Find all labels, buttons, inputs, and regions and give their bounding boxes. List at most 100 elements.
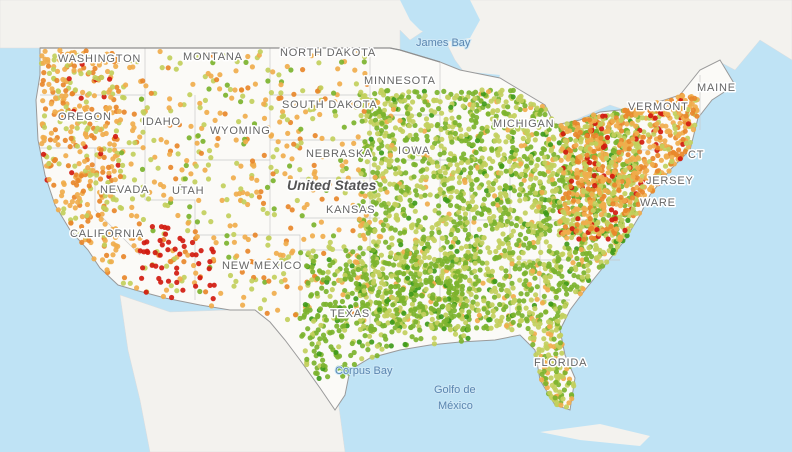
data-point[interactable]	[264, 184, 271, 190]
data-point[interactable]	[191, 262, 197, 269]
data-point[interactable]	[153, 263, 159, 269]
data-point[interactable]	[252, 232, 258, 238]
data-point[interactable]	[90, 167, 96, 174]
data-point[interactable]	[388, 289, 394, 295]
data-point[interactable]	[305, 326, 311, 332]
data-point[interactable]	[359, 118, 365, 124]
data-point[interactable]	[389, 206, 395, 212]
data-point[interactable]	[386, 244, 392, 250]
data-point[interactable]	[491, 214, 497, 220]
data-point[interactable]	[569, 157, 576, 163]
data-point[interactable]	[524, 156, 530, 162]
data-point[interactable]	[539, 377, 545, 383]
data-point[interactable]	[282, 277, 288, 283]
data-point[interactable]	[603, 155, 610, 161]
data-point[interactable]	[358, 113, 364, 119]
data-point[interactable]	[557, 219, 563, 225]
data-point[interactable]	[422, 262, 429, 268]
data-point[interactable]	[217, 110, 223, 116]
data-point[interactable]	[62, 66, 68, 72]
data-point[interactable]	[332, 99, 338, 105]
data-point[interactable]	[418, 127, 424, 133]
data-point[interactable]	[69, 124, 75, 130]
data-point[interactable]	[139, 275, 145, 281]
data-point[interactable]	[577, 129, 583, 135]
data-point[interactable]	[104, 252, 110, 258]
data-point[interactable]	[505, 104, 511, 110]
data-point[interactable]	[129, 58, 135, 64]
data-point[interactable]	[271, 274, 277, 280]
data-point[interactable]	[524, 163, 530, 169]
data-point[interactable]	[654, 181, 660, 187]
data-point[interactable]	[342, 272, 348, 278]
data-point[interactable]	[203, 289, 209, 295]
data-point[interactable]	[366, 333, 373, 339]
data-point[interactable]	[613, 196, 620, 202]
data-point[interactable]	[249, 193, 255, 199]
data-point[interactable]	[495, 98, 501, 104]
data-point[interactable]	[318, 85, 324, 91]
data-point[interactable]	[389, 329, 395, 335]
data-point[interactable]	[87, 172, 93, 178]
data-point[interactable]	[173, 66, 179, 72]
data-point[interactable]	[456, 312, 462, 318]
data-point[interactable]	[613, 226, 620, 232]
data-point[interactable]	[188, 123, 194, 129]
data-point[interactable]	[674, 114, 680, 120]
data-point[interactable]	[666, 128, 672, 134]
data-point[interactable]	[79, 224, 85, 230]
data-point[interactable]	[375, 192, 381, 198]
data-point[interactable]	[310, 248, 316, 254]
data-point[interactable]	[517, 94, 523, 100]
data-point[interactable]	[91, 256, 97, 262]
data-point[interactable]	[675, 100, 681, 106]
data-point[interactable]	[469, 198, 476, 204]
data-point[interactable]	[174, 288, 180, 294]
data-point[interactable]	[85, 165, 91, 171]
data-point[interactable]	[677, 156, 683, 162]
data-point[interactable]	[454, 296, 460, 302]
data-point[interactable]	[104, 199, 110, 205]
data-point[interactable]	[240, 93, 246, 99]
data-point[interactable]	[85, 218, 91, 224]
data-point[interactable]	[485, 192, 491, 198]
data-point[interactable]	[174, 279, 180, 285]
data-point[interactable]	[605, 236, 611, 242]
data-point[interactable]	[538, 249, 544, 255]
data-point[interactable]	[197, 275, 203, 281]
data-point[interactable]	[288, 67, 294, 73]
data-point[interactable]	[501, 103, 507, 109]
data-point[interactable]	[365, 301, 371, 307]
data-point[interactable]	[400, 206, 406, 212]
data-point[interactable]	[73, 215, 79, 221]
data-point[interactable]	[490, 313, 496, 319]
data-point[interactable]	[362, 54, 368, 60]
data-point[interactable]	[285, 130, 291, 136]
data-point[interactable]	[510, 145, 516, 151]
data-point[interactable]	[451, 303, 457, 309]
data-point[interactable]	[345, 253, 351, 259]
data-point[interactable]	[538, 222, 544, 228]
data-point[interactable]	[343, 159, 349, 165]
data-point[interactable]	[356, 339, 362, 345]
data-point[interactable]	[400, 287, 406, 293]
data-point[interactable]	[386, 162, 392, 168]
data-point[interactable]	[566, 153, 572, 159]
data-point[interactable]	[263, 97, 269, 103]
data-point[interactable]	[373, 180, 379, 186]
data-point[interactable]	[497, 282, 503, 288]
data-point[interactable]	[576, 159, 582, 165]
data-point[interactable]	[454, 281, 460, 287]
data-point[interactable]	[328, 344, 334, 350]
data-point[interactable]	[359, 343, 366, 349]
data-point[interactable]	[662, 163, 669, 169]
data-point[interactable]	[548, 146, 555, 152]
data-point[interactable]	[276, 72, 282, 78]
data-point[interactable]	[519, 171, 525, 177]
data-point[interactable]	[471, 215, 477, 221]
data-point[interactable]	[72, 205, 78, 211]
data-point[interactable]	[298, 250, 304, 256]
data-point[interactable]	[431, 237, 437, 244]
data-point[interactable]	[468, 117, 475, 123]
data-point[interactable]	[208, 219, 214, 225]
